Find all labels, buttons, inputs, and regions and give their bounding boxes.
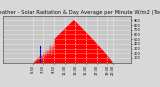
Title: Milwaukee Weather - Solar Radiation & Day Average per Minute W/m2 (Today): Milwaukee Weather - Solar Radiation & Da… [0, 10, 160, 15]
